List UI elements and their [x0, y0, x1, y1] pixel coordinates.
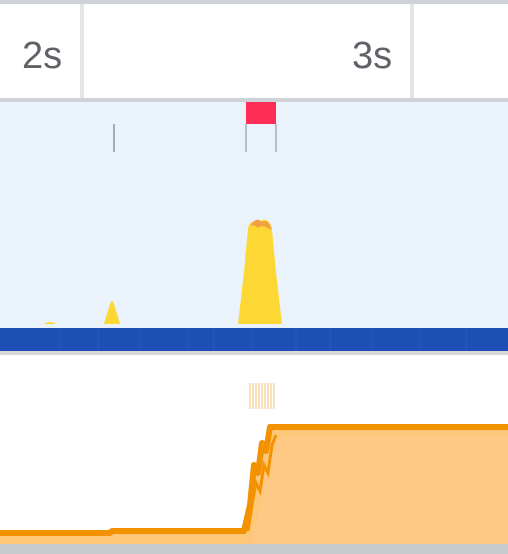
cpu-activity-graph: [44, 102, 282, 324]
memory-area-band: [252, 435, 508, 544]
cpu-overview-track[interactable]: [0, 102, 508, 328]
bottom-divider: [0, 544, 508, 554]
top-divider: [0, 0, 508, 4]
ruler-divider: [0, 98, 508, 102]
memory-line-jitter: [246, 434, 278, 532]
cpu-peak-highlight: [250, 219, 272, 230]
cpu-spike-1: [104, 301, 120, 324]
cpu-spike-2: [238, 219, 282, 324]
ruler-label-3s: 3s: [352, 35, 393, 77]
gc-markers: [249, 383, 275, 409]
memory-track[interactable]: [0, 355, 508, 544]
network-divider: [0, 351, 508, 355]
memory-line: [0, 424, 508, 536]
long-task-flag-icon[interactable]: [246, 102, 276, 124]
ruler-label-2s: 2s: [22, 35, 63, 77]
time-ruler[interactable]: 2s 3s: [0, 4, 508, 100]
ruler-gridline-3s: [410, 4, 414, 100]
cpu-blip-1: [44, 322, 56, 324]
network-activity-bar[interactable]: [0, 328, 508, 351]
memory-graph: [0, 383, 508, 544]
ruler-gridline-2s: [80, 4, 84, 100]
network-texture: [59, 328, 467, 351]
